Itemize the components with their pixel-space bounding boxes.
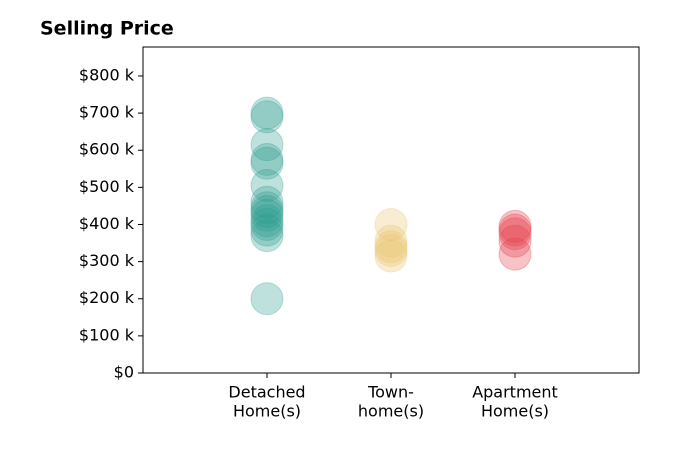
y-tick-label: $300 k: [79, 251, 135, 270]
point: [374, 230, 408, 264]
point: [250, 282, 284, 316]
point: [250, 143, 284, 177]
x-tick-label: Home(s): [233, 402, 301, 421]
point: [250, 96, 284, 130]
y-tick-label: $600 k: [79, 140, 135, 159]
y-tick-label: $400 k: [79, 214, 135, 233]
point: [250, 219, 284, 253]
point: [374, 224, 408, 258]
x-tick-label: Town-: [367, 383, 414, 402]
point: [498, 224, 532, 258]
point: [250, 213, 284, 247]
point: [250, 207, 284, 241]
point: [498, 237, 532, 271]
y-tick-label: $0: [114, 363, 134, 382]
chart-title: Selling Price: [40, 18, 174, 40]
point: [498, 217, 532, 251]
point: [250, 198, 284, 232]
point: [250, 128, 284, 162]
point: [374, 239, 408, 273]
x-tick-label: Home(s): [481, 402, 549, 421]
point: [374, 207, 408, 241]
point: [250, 146, 284, 180]
point: [250, 204, 284, 238]
point: [250, 168, 284, 202]
point: [250, 185, 284, 219]
point: [498, 213, 532, 247]
point: [250, 194, 284, 228]
x-tick-label: Detached: [228, 383, 305, 402]
x-tick-label: Apartment: [472, 383, 558, 402]
point: [250, 100, 284, 134]
x-tick-label: home(s): [358, 402, 424, 421]
y-tick-label: $800 k: [79, 65, 135, 84]
y-tick-label: $200 k: [79, 288, 135, 307]
point: [498, 209, 532, 243]
y-tick-label: $500 k: [79, 177, 135, 196]
y-tick-label: $100 k: [79, 325, 135, 344]
y-tick-label: $700 k: [79, 103, 135, 122]
point: [374, 233, 408, 267]
point: [250, 191, 284, 225]
